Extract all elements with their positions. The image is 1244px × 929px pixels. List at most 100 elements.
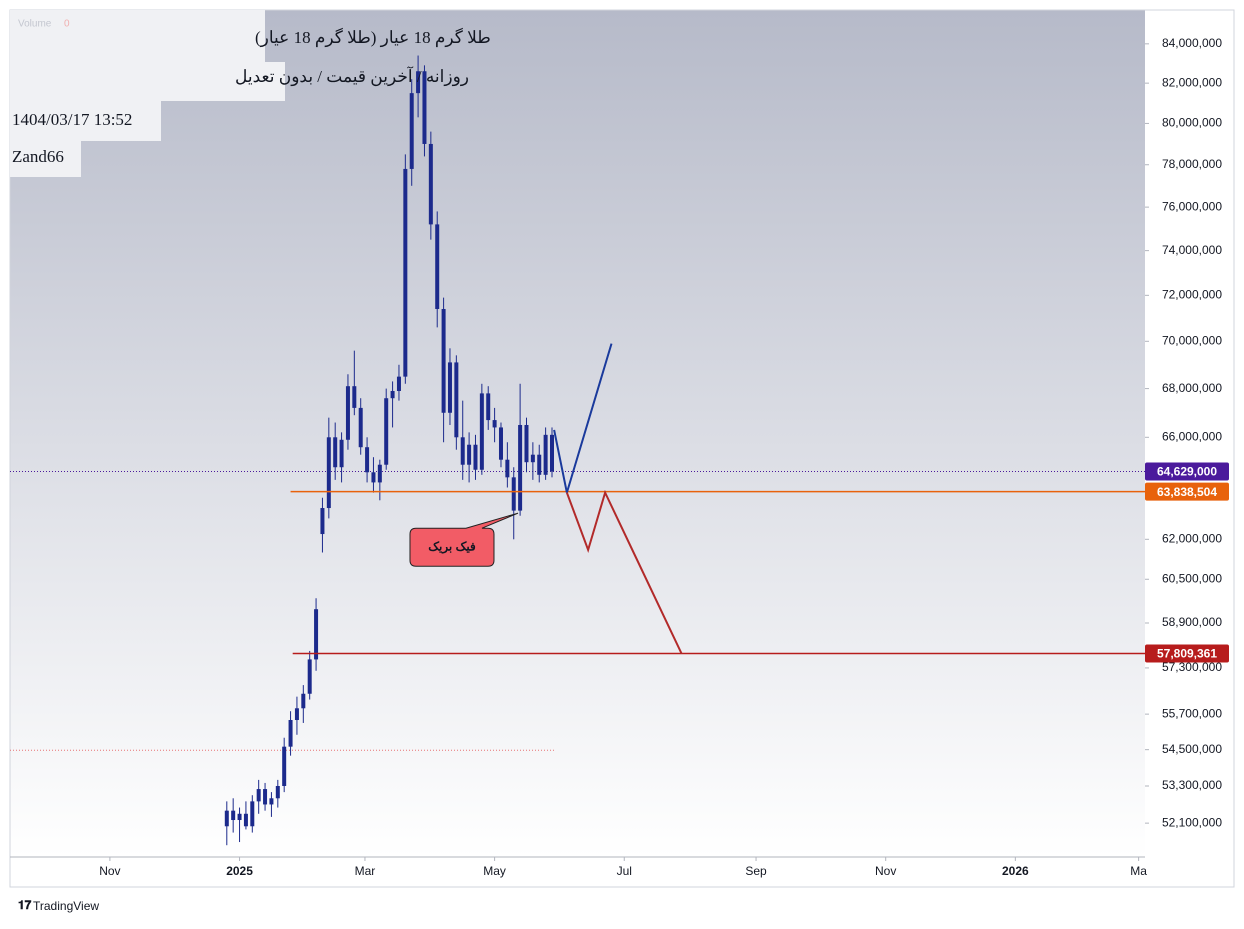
- candle-body: [467, 444, 472, 465]
- candle-body: [320, 508, 325, 535]
- y-tick-label: 52,100,000: [1162, 815, 1222, 829]
- y-tick-label: 58,900,000: [1162, 615, 1222, 629]
- header-box: [10, 101, 161, 141]
- candle-body: [543, 434, 548, 475]
- candle-body: [498, 427, 503, 460]
- candle-body: [263, 789, 268, 805]
- y-tick-label: 78,000,000: [1162, 157, 1222, 171]
- candle-body: [384, 398, 389, 465]
- candle-body: [333, 437, 338, 468]
- y-tick-label: 80,000,000: [1162, 116, 1222, 130]
- brand-logo: 𝟏𝟕: [18, 898, 32, 912]
- candle-body: [282, 746, 287, 786]
- header: Volume 0 طلا گرم 18 عیار (طلا گرم 18 عیا…: [10, 10, 491, 177]
- candle-body: [358, 407, 363, 448]
- y-tick-label: 66,000,000: [1162, 429, 1222, 443]
- x-tick-label: 2026: [1002, 864, 1029, 878]
- y-tick-label: 74,000,000: [1162, 243, 1222, 257]
- candle-body: [326, 437, 331, 509]
- price-label: 57,809,361: [1157, 647, 1217, 661]
- candle-body: [409, 93, 414, 169]
- overlay: فیک بریک: [409, 512, 519, 567]
- candle-body: [460, 437, 465, 465]
- candle-body: [301, 693, 306, 709]
- price-label-box: [1145, 482, 1229, 501]
- y-tick-label: 54,500,000: [1162, 742, 1222, 756]
- volume-label: Volume: [18, 19, 52, 30]
- brand: TradingView: [33, 899, 99, 913]
- y-tick-label: 57,300,000: [1162, 660, 1222, 674]
- x-tick-label: Mar: [355, 864, 376, 878]
- candle-body: [352, 386, 357, 408]
- candle-body: [256, 789, 261, 802]
- candle-body: [390, 390, 395, 399]
- y-tick-label: 62,000,000: [1162, 531, 1222, 545]
- candle-body: [505, 459, 510, 478]
- x-tick-label: Nov: [875, 864, 896, 878]
- price-axis: [1145, 10, 1234, 857]
- candle-body: [365, 447, 370, 473]
- candle-body: [269, 798, 274, 805]
- candle-body: [250, 801, 255, 827]
- header-box: [10, 141, 81, 177]
- candle-body: [511, 477, 516, 511]
- callout-text: فیک بریک: [428, 539, 476, 554]
- plot: [10, 55, 1145, 846]
- y-tick-label: 53,300,000: [1162, 778, 1222, 792]
- candle-body: [435, 224, 440, 309]
- drawing: [565, 489, 683, 655]
- candle-body: [428, 143, 433, 225]
- candle-body: [314, 609, 319, 660]
- x-tick-label: 2025: [226, 864, 253, 878]
- y-tick-label: 68,000,000: [1162, 381, 1222, 395]
- candle-body: [486, 393, 491, 421]
- x-tick-label: Nov: [99, 864, 120, 878]
- x-tick-label: Ma: [1130, 864, 1147, 878]
- price-label: 64,629,000: [1157, 465, 1217, 479]
- callout: [409, 512, 519, 567]
- candle-body: [518, 424, 523, 511]
- candle-body: [447, 362, 452, 413]
- candle-body: [231, 810, 236, 821]
- x-tick-label: Sep: [745, 864, 767, 878]
- candle-body: [492, 420, 497, 428]
- price-label-box: [1145, 644, 1229, 663]
- header-box: [10, 62, 285, 101]
- x-tick-label: May: [483, 864, 506, 878]
- candle-body: [243, 813, 248, 827]
- candle-body: [549, 434, 554, 472]
- candle-body: [473, 444, 478, 470]
- candle-body: [441, 308, 446, 413]
- candle-body: [377, 464, 382, 483]
- timestamp: 1404/03/17 13:52: [12, 110, 132, 129]
- candle-body: [224, 810, 229, 827]
- y-tick-label: 55,700,000: [1162, 706, 1222, 720]
- candle-body: [396, 376, 401, 391]
- price-label: 63,838,504: [1157, 485, 1217, 499]
- y-tick-label: 82,000,000: [1162, 75, 1222, 89]
- candle-body: [422, 71, 427, 144]
- candle-body: [403, 168, 408, 377]
- volume-value: 0: [64, 19, 70, 30]
- candle-body: [454, 362, 459, 438]
- candle-body: [416, 71, 421, 94]
- candle-body: [339, 439, 344, 468]
- plot-background: [10, 10, 1145, 857]
- price-label-box: [1145, 462, 1229, 481]
- symbol: طلا گرم 18 عیار (طلا گرم 18 عیار): [255, 27, 491, 48]
- y-tick-label: 76,000,000: [1162, 199, 1222, 213]
- frame: [9, 9, 1235, 888]
- x-tick-label: Jul: [617, 864, 632, 878]
- time-axis: [10, 857, 1234, 887]
- candle-body: [345, 386, 350, 440]
- candle-body: [524, 424, 529, 463]
- candle-body: [537, 454, 542, 475]
- y-tick-label: 84,000,000: [1162, 36, 1222, 50]
- candle-body: [237, 813, 242, 821]
- y-tick-label: 72,000,000: [1162, 288, 1222, 302]
- candle-body: [530, 454, 535, 463]
- y-tick-label: 70,000,000: [1162, 333, 1222, 347]
- y-tick-label: 60,500,000: [1162, 571, 1222, 585]
